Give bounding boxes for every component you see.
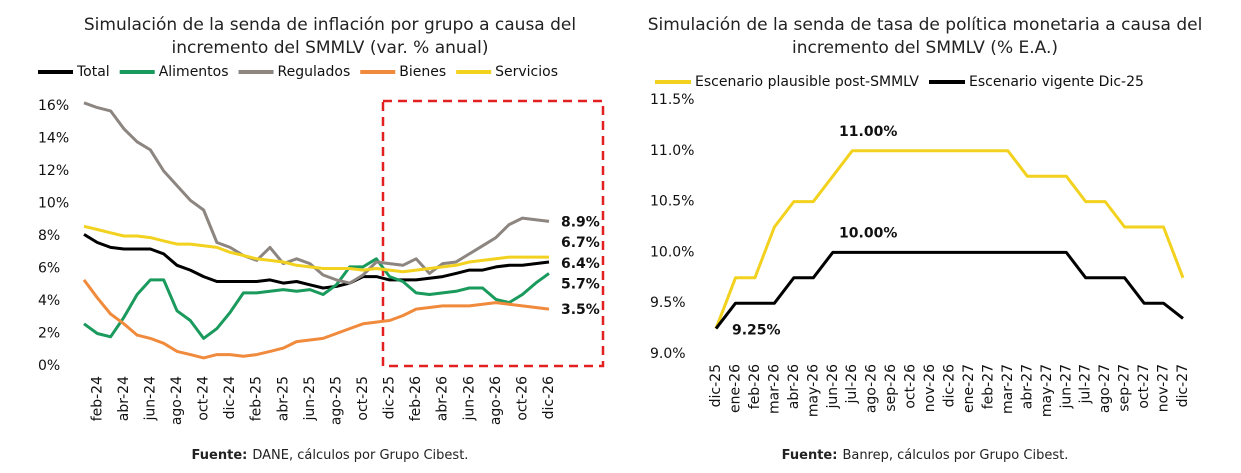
x-tick-label: nov-27 xyxy=(1156,364,1172,412)
y-tick-label: 10.5% xyxy=(650,194,694,210)
x-tick-label: jun-27 xyxy=(1058,364,1074,410)
x-tick-label: mar-26 xyxy=(766,364,782,414)
x-tick-label: oct-25 xyxy=(355,376,371,421)
y-tick-label: 8% xyxy=(38,228,60,244)
series-line xyxy=(83,101,550,285)
x-tick-label: ago-24 xyxy=(169,376,185,425)
x-tick-label: oct-26 xyxy=(903,364,919,409)
source-prefix: Fuente: xyxy=(782,448,838,463)
y-tick-label: 14% xyxy=(38,131,69,147)
x-tick-label: may-27 xyxy=(1039,364,1055,417)
legend-label: Bienes xyxy=(399,64,446,80)
chart-title: incremento del SMMLV (% E.A.) xyxy=(792,38,1058,58)
x-tick-label: ene-27 xyxy=(961,364,977,413)
x-tick-label: jun-24 xyxy=(142,376,158,422)
x-tick-label: feb-25 xyxy=(249,376,265,421)
x-tick-label: ago-25 xyxy=(328,376,344,425)
x-tick-label: jun-26 xyxy=(461,376,477,422)
source-prefix: Fuente: xyxy=(192,448,248,463)
x-tick-label: ene-26 xyxy=(727,364,743,413)
source-text: Banrep, cálculos por Grupo Cibest. xyxy=(842,448,1068,463)
y-tick-label: 16% xyxy=(38,98,69,114)
x-tick-label: oct-24 xyxy=(196,376,212,421)
y-tick-label: 11.5% xyxy=(650,92,694,108)
y-tick-label: 12% xyxy=(38,163,69,179)
source: Fuente: Banrep, cálculos por Grupo Cibest… xyxy=(782,448,1069,463)
x-tick-label: mar-27 xyxy=(1000,364,1016,414)
y-tick-label: 0% xyxy=(38,358,60,374)
x-tick-label: dic-25 xyxy=(708,364,724,407)
y-tick-label: 4% xyxy=(38,293,60,309)
y-tick-label: 11.0% xyxy=(650,143,694,159)
x-tick-label: abr-27 xyxy=(1019,364,1035,409)
x-tick-label: feb-26 xyxy=(747,364,763,409)
series-line xyxy=(83,233,550,290)
x-tick-label: nov-26 xyxy=(922,364,938,412)
legend-label: Escenario plausible post-SMMLV xyxy=(695,74,919,90)
y-tick-label: 9.0% xyxy=(650,346,686,362)
x-tick-label: sep-26 xyxy=(883,364,899,412)
legend-label: Servicios xyxy=(495,64,558,80)
value-label: 3.5% xyxy=(561,302,600,318)
x-tick-label: dic-26 xyxy=(942,364,958,407)
x-tick-label: feb-26 xyxy=(408,376,424,421)
source-text: DANE, cálculos por Grupo Cibest. xyxy=(252,448,468,463)
chart-title: Simulación de la senda de inflación por … xyxy=(84,15,576,35)
x-tick-label: abr-26 xyxy=(786,364,802,409)
x-tick-label: oct-26 xyxy=(514,376,530,421)
value-label: 9.25% xyxy=(732,323,781,339)
source: Fuente: DANE, cálculos por Grupo Cibest. xyxy=(192,448,469,463)
series-line xyxy=(714,250,1184,330)
chart-title: incremento del SMMLV (var. % anual) xyxy=(172,38,489,58)
x-tick-label: feb-27 xyxy=(980,364,996,409)
x-tick-label: jul-27 xyxy=(1078,364,1094,405)
y-tick-label: 2% xyxy=(38,326,60,342)
legend-label: Regulados xyxy=(278,64,351,80)
legend-label: Total xyxy=(76,64,110,80)
x-tick-label: abr-24 xyxy=(116,376,132,421)
highlight-box xyxy=(381,99,605,368)
x-tick-label: oct-27 xyxy=(1136,364,1152,409)
x-tick-label: abr-26 xyxy=(435,376,451,421)
value-label: 6.4% xyxy=(561,256,600,272)
y-tick-label: 6% xyxy=(38,261,60,277)
y-tick-label: 10.0% xyxy=(650,244,694,260)
y-tick-label: 10% xyxy=(38,196,69,212)
x-tick-label: ago-27 xyxy=(1097,364,1113,413)
legend-label: Escenario vigente Dic-25 xyxy=(969,74,1144,90)
series-line xyxy=(83,224,549,274)
y-tick-label: 9.5% xyxy=(650,295,686,311)
x-tick-label: ago-26 xyxy=(488,376,504,425)
value-label: 6.7% xyxy=(561,235,600,251)
value-label: 8.9% xyxy=(561,214,600,230)
series-line xyxy=(714,149,1185,330)
x-tick-label: feb-24 xyxy=(89,376,105,421)
x-tick-label: dic-26 xyxy=(541,376,557,419)
value-label: 10.00% xyxy=(839,225,897,241)
x-tick-label: dic-24 xyxy=(222,376,238,419)
x-tick-label: abr-25 xyxy=(275,376,291,421)
x-tick-label: dic-27 xyxy=(1175,364,1191,407)
x-tick-label: ago-26 xyxy=(864,364,880,413)
x-tick-label: may-26 xyxy=(805,364,821,417)
series-line xyxy=(82,279,550,360)
series-line xyxy=(83,257,550,340)
chart-title: Simulación de la senda de tasa de políti… xyxy=(648,15,1203,35)
x-tick-label: jun-26 xyxy=(825,364,841,410)
x-tick-label: jul-26 xyxy=(844,364,860,405)
legend-label: Alimentos xyxy=(159,64,229,80)
x-tick-label: dic-25 xyxy=(382,376,398,419)
value-label: 11.00% xyxy=(839,124,897,140)
value-label: 5.7% xyxy=(561,276,600,292)
x-tick-label: sep-27 xyxy=(1117,364,1133,412)
x-tick-label: jun-25 xyxy=(302,376,318,422)
